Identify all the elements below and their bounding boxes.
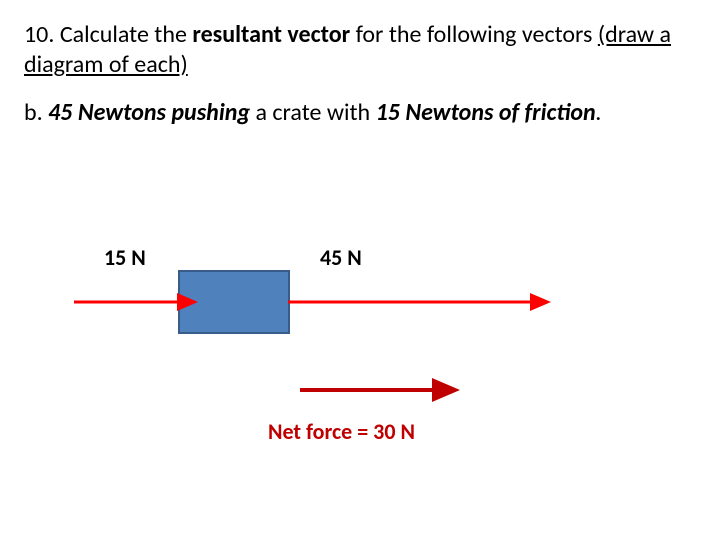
net-force-label: Net force = 30 N bbox=[268, 418, 415, 445]
label-45n: 45 N bbox=[320, 244, 362, 271]
subpart-after: . bbox=[596, 98, 602, 127]
question-bold: resultant vector bbox=[192, 20, 350, 49]
force-diagram: 15 N 45 N bbox=[0, 0, 720, 540]
subpart: b. 45 Newtons pushing a crate with 15 Ne… bbox=[24, 98, 696, 128]
question-prefix: Calculate the bbox=[54, 20, 192, 49]
arrow-right bbox=[278, 292, 546, 312]
crate-box bbox=[178, 270, 290, 334]
subpart-letter: b. bbox=[24, 98, 43, 127]
question-title: 10. Calculate the resultant vector for t… bbox=[24, 20, 696, 80]
question-mid: for the following vectors bbox=[350, 20, 598, 49]
label-15n: 15 N bbox=[104, 244, 146, 271]
arrow-left bbox=[64, 292, 190, 312]
net-arrow bbox=[290, 380, 450, 400]
force-friction: 15 Newtons of friction bbox=[376, 98, 596, 127]
question-number: 10. bbox=[24, 20, 54, 49]
force-push: 45 Newtons pushing bbox=[48, 98, 250, 127]
page: 10. Calculate the resultant vector for t… bbox=[0, 0, 720, 540]
subpart-mid: a crate with bbox=[250, 98, 376, 127]
